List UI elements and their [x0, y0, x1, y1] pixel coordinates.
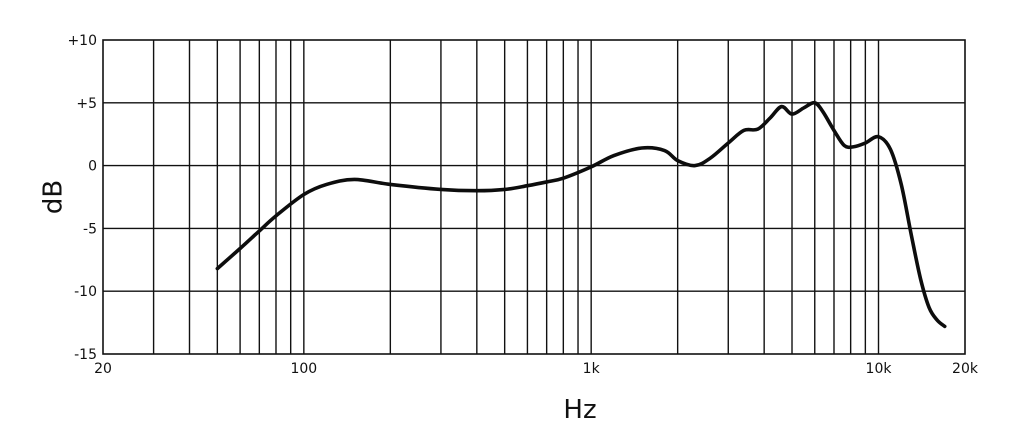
y-tick-label: -10	[74, 284, 97, 300]
y-tick-label: -5	[83, 221, 97, 237]
y-tick-label: +5	[76, 96, 97, 112]
x-tick-label: 1k	[583, 361, 601, 377]
x-axis-title: Hz	[563, 395, 596, 425]
plot-frame	[102, 39, 966, 355]
x-tick-label: 100	[290, 361, 317, 377]
y-tick-label: 0	[88, 159, 97, 175]
x-tick-label: 10k	[866, 361, 893, 377]
x-tick-label: 20	[94, 361, 112, 377]
y-tick-label: -15	[74, 347, 97, 363]
grid-lines	[103, 40, 965, 354]
y-axis-title: dB	[39, 180, 69, 214]
frequency-response-line	[215, 100, 947, 329]
x-tick-label: 20k	[952, 361, 979, 377]
y-tick-label: +10	[67, 33, 97, 49]
series-group	[215, 100, 947, 329]
